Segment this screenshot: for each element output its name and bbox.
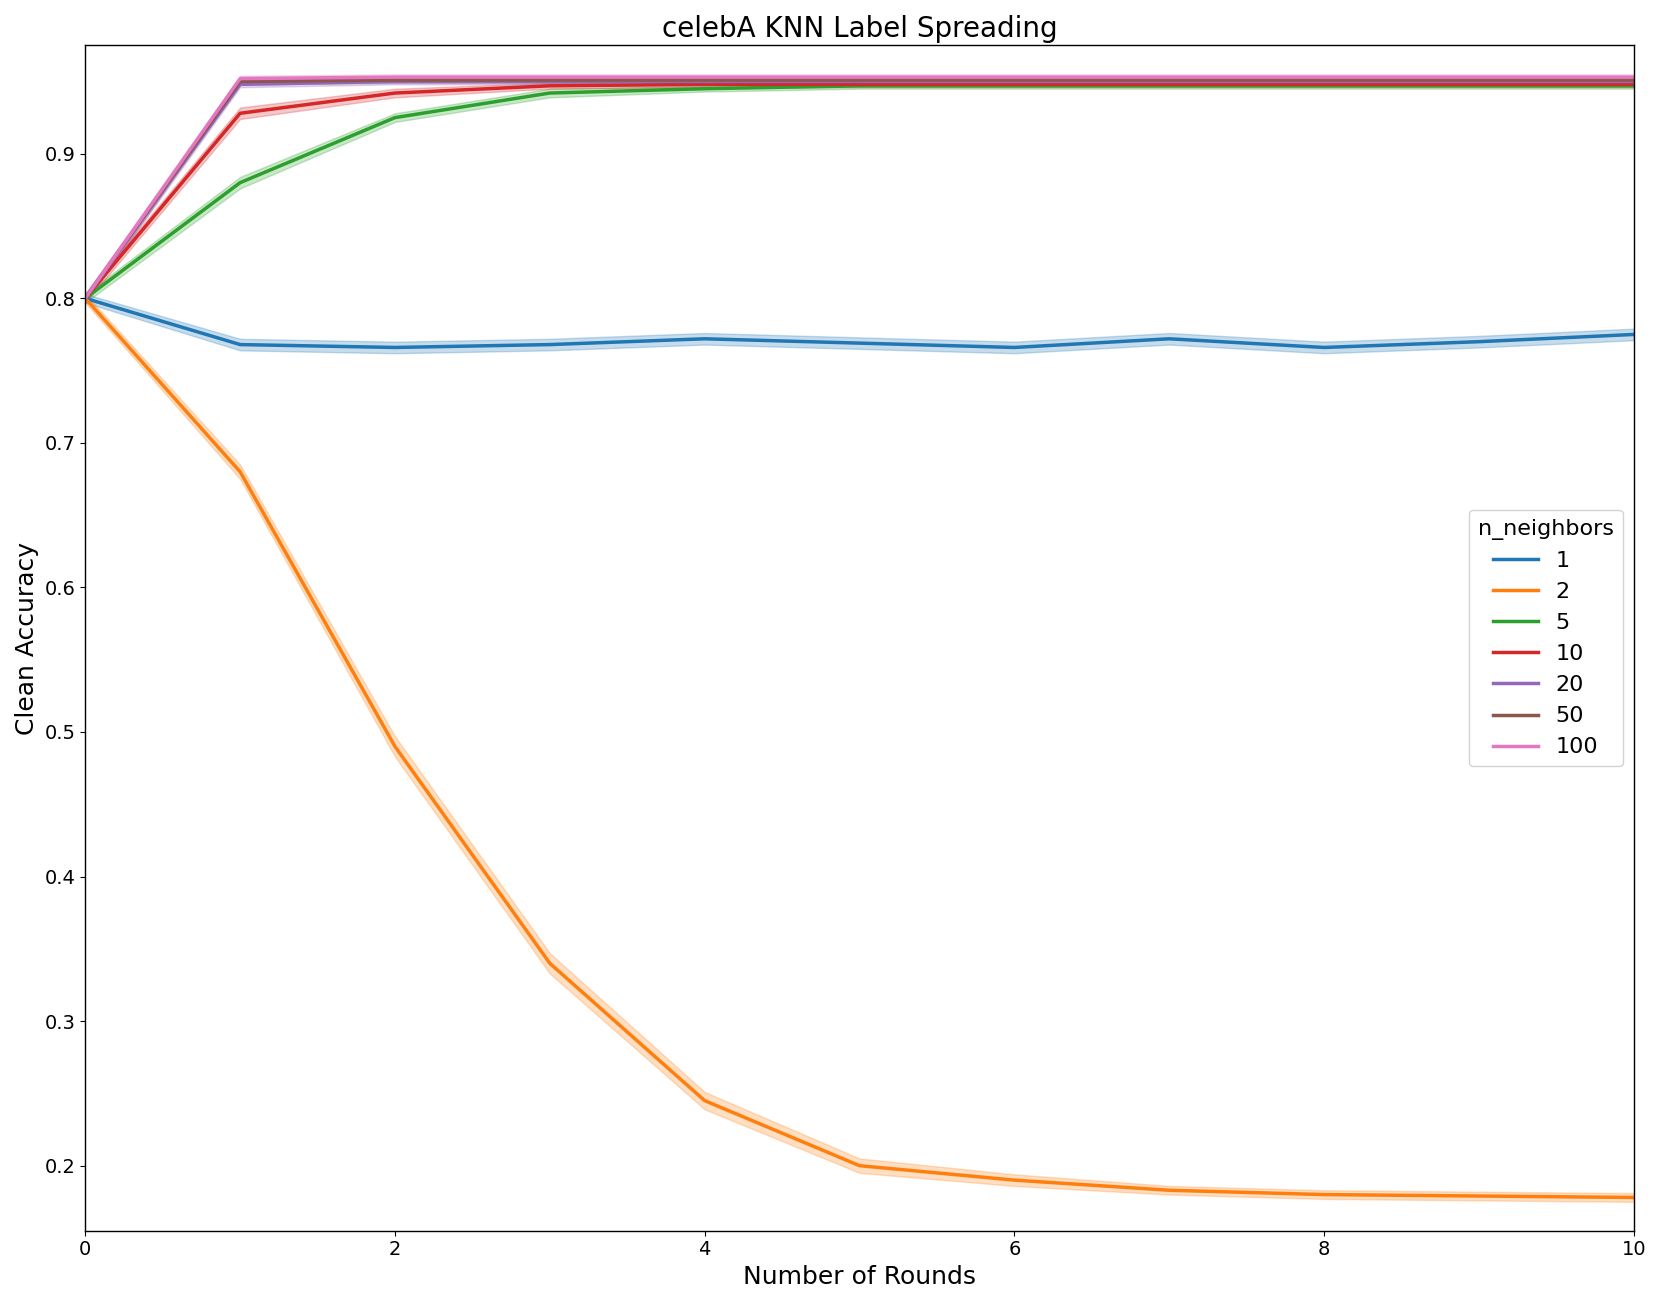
10 xyxy=(540,78,560,94)
5 xyxy=(1005,78,1025,94)
Line: 100: 100 xyxy=(85,77,1634,299)
100 xyxy=(1005,69,1025,85)
10 xyxy=(385,85,405,100)
2 xyxy=(1624,1189,1644,1205)
10 xyxy=(1159,77,1179,93)
100 xyxy=(1159,69,1179,85)
Title: celebA KNN Label Spreading: celebA KNN Label Spreading xyxy=(661,16,1058,43)
2 xyxy=(694,1093,714,1108)
10 xyxy=(1314,77,1334,93)
20 xyxy=(1624,73,1644,89)
2 xyxy=(75,291,95,306)
1 xyxy=(1314,339,1334,355)
50 xyxy=(231,73,251,89)
20 xyxy=(1468,73,1488,89)
50 xyxy=(1624,72,1644,87)
Line: 50: 50 xyxy=(85,80,1634,299)
50 xyxy=(1314,72,1334,87)
50 xyxy=(1005,72,1025,87)
20 xyxy=(75,291,95,306)
100 xyxy=(540,69,560,85)
20 xyxy=(231,77,251,93)
50 xyxy=(385,72,405,87)
50 xyxy=(540,72,560,87)
2 xyxy=(1468,1188,1488,1204)
2 xyxy=(540,956,560,971)
100 xyxy=(849,69,869,85)
10 xyxy=(694,77,714,93)
Line: 2: 2 xyxy=(85,299,1634,1197)
100 xyxy=(1624,69,1644,85)
X-axis label: Number of Rounds: Number of Rounds xyxy=(742,1265,977,1288)
1 xyxy=(1624,326,1644,342)
2 xyxy=(385,738,405,754)
5 xyxy=(1314,78,1334,94)
1 xyxy=(849,335,869,351)
10 xyxy=(1468,77,1488,93)
10 xyxy=(849,77,869,93)
5 xyxy=(75,291,95,306)
Line: 20: 20 xyxy=(85,81,1634,299)
100 xyxy=(1468,69,1488,85)
5 xyxy=(1468,78,1488,94)
10 xyxy=(1005,77,1025,93)
20 xyxy=(849,73,869,89)
50 xyxy=(1468,72,1488,87)
Line: 1: 1 xyxy=(85,299,1634,347)
100 xyxy=(694,69,714,85)
1 xyxy=(231,336,251,352)
100 xyxy=(75,291,95,306)
50 xyxy=(694,72,714,87)
2 xyxy=(1314,1187,1334,1202)
Y-axis label: Clean Accuracy: Clean Accuracy xyxy=(15,541,38,734)
1 xyxy=(540,336,560,352)
100 xyxy=(231,70,251,86)
50 xyxy=(849,72,869,87)
2 xyxy=(849,1158,869,1174)
20 xyxy=(1159,73,1179,89)
1 xyxy=(1468,334,1488,349)
100 xyxy=(385,69,405,85)
5 xyxy=(694,81,714,96)
20 xyxy=(540,73,560,89)
1 xyxy=(385,339,405,355)
1 xyxy=(1159,331,1179,347)
20 xyxy=(694,73,714,89)
10 xyxy=(1624,77,1644,93)
Legend: 1, 2, 5, 10, 20, 50, 100: 1, 2, 5, 10, 20, 50, 100 xyxy=(1468,510,1623,767)
1 xyxy=(75,291,95,306)
20 xyxy=(1005,73,1025,89)
5 xyxy=(231,175,251,190)
2 xyxy=(231,464,251,480)
5 xyxy=(385,110,405,125)
Line: 10: 10 xyxy=(85,85,1634,299)
5 xyxy=(1159,78,1179,94)
2 xyxy=(1005,1172,1025,1188)
1 xyxy=(1005,339,1025,355)
2 xyxy=(1159,1183,1179,1198)
50 xyxy=(1159,72,1179,87)
5 xyxy=(849,78,869,94)
5 xyxy=(1624,78,1644,94)
10 xyxy=(75,291,95,306)
10 xyxy=(231,106,251,121)
100 xyxy=(1314,69,1334,85)
50 xyxy=(75,291,95,306)
20 xyxy=(385,73,405,89)
Line: 5: 5 xyxy=(85,86,1634,299)
1 xyxy=(694,331,714,347)
5 xyxy=(540,85,560,100)
20 xyxy=(1314,73,1334,89)
